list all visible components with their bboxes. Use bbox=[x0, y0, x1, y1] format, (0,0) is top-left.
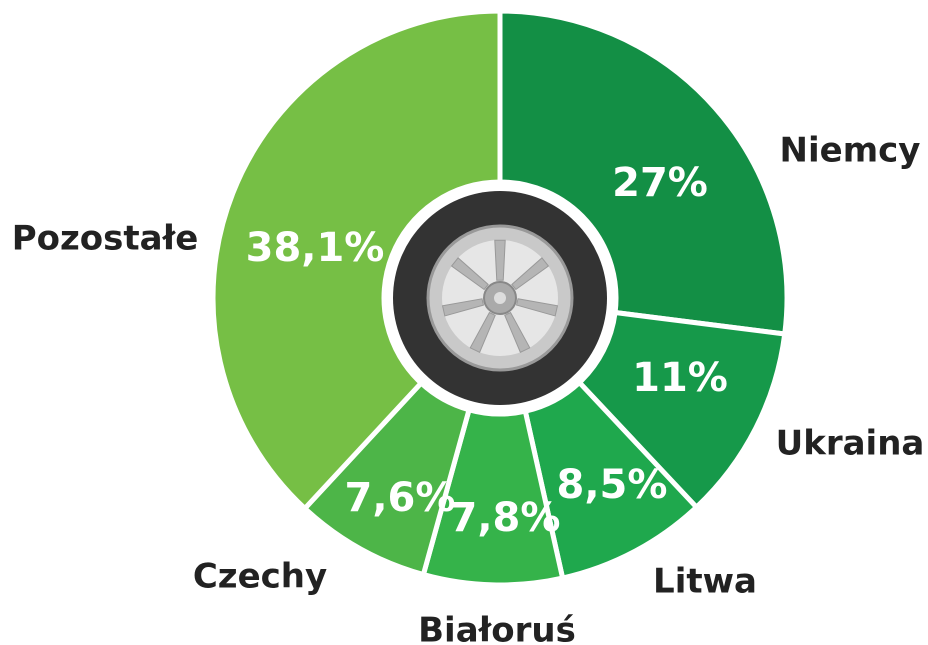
spoke bbox=[441, 298, 485, 317]
spokes bbox=[441, 239, 559, 353]
slice bbox=[497, 8, 790, 337]
value-label: 7,8% bbox=[450, 495, 561, 541]
value-label: 27% bbox=[612, 160, 708, 206]
value-label: 11% bbox=[632, 355, 728, 401]
spoke bbox=[469, 311, 496, 353]
value-label: 7,6% bbox=[345, 475, 456, 521]
wheel bbox=[393, 191, 607, 405]
value-label: 8,5% bbox=[557, 462, 668, 508]
slices bbox=[210, 8, 790, 588]
category-label: Pozostałe bbox=[12, 219, 199, 259]
category-label: Niemcy bbox=[780, 131, 921, 171]
hub-cap bbox=[494, 292, 506, 304]
category-label: Czechy bbox=[193, 557, 327, 597]
category-label: Białoruś bbox=[418, 611, 576, 645]
spoke bbox=[511, 257, 550, 291]
slice bbox=[210, 8, 503, 511]
category-label: Ukraina bbox=[776, 424, 925, 464]
spoke bbox=[515, 298, 559, 317]
value-label: 38,1% bbox=[246, 225, 385, 271]
spoke bbox=[504, 311, 531, 353]
spoke bbox=[450, 257, 489, 291]
spoke bbox=[494, 239, 506, 281]
slice bbox=[576, 310, 788, 510]
category-label: Litwa bbox=[653, 562, 757, 602]
